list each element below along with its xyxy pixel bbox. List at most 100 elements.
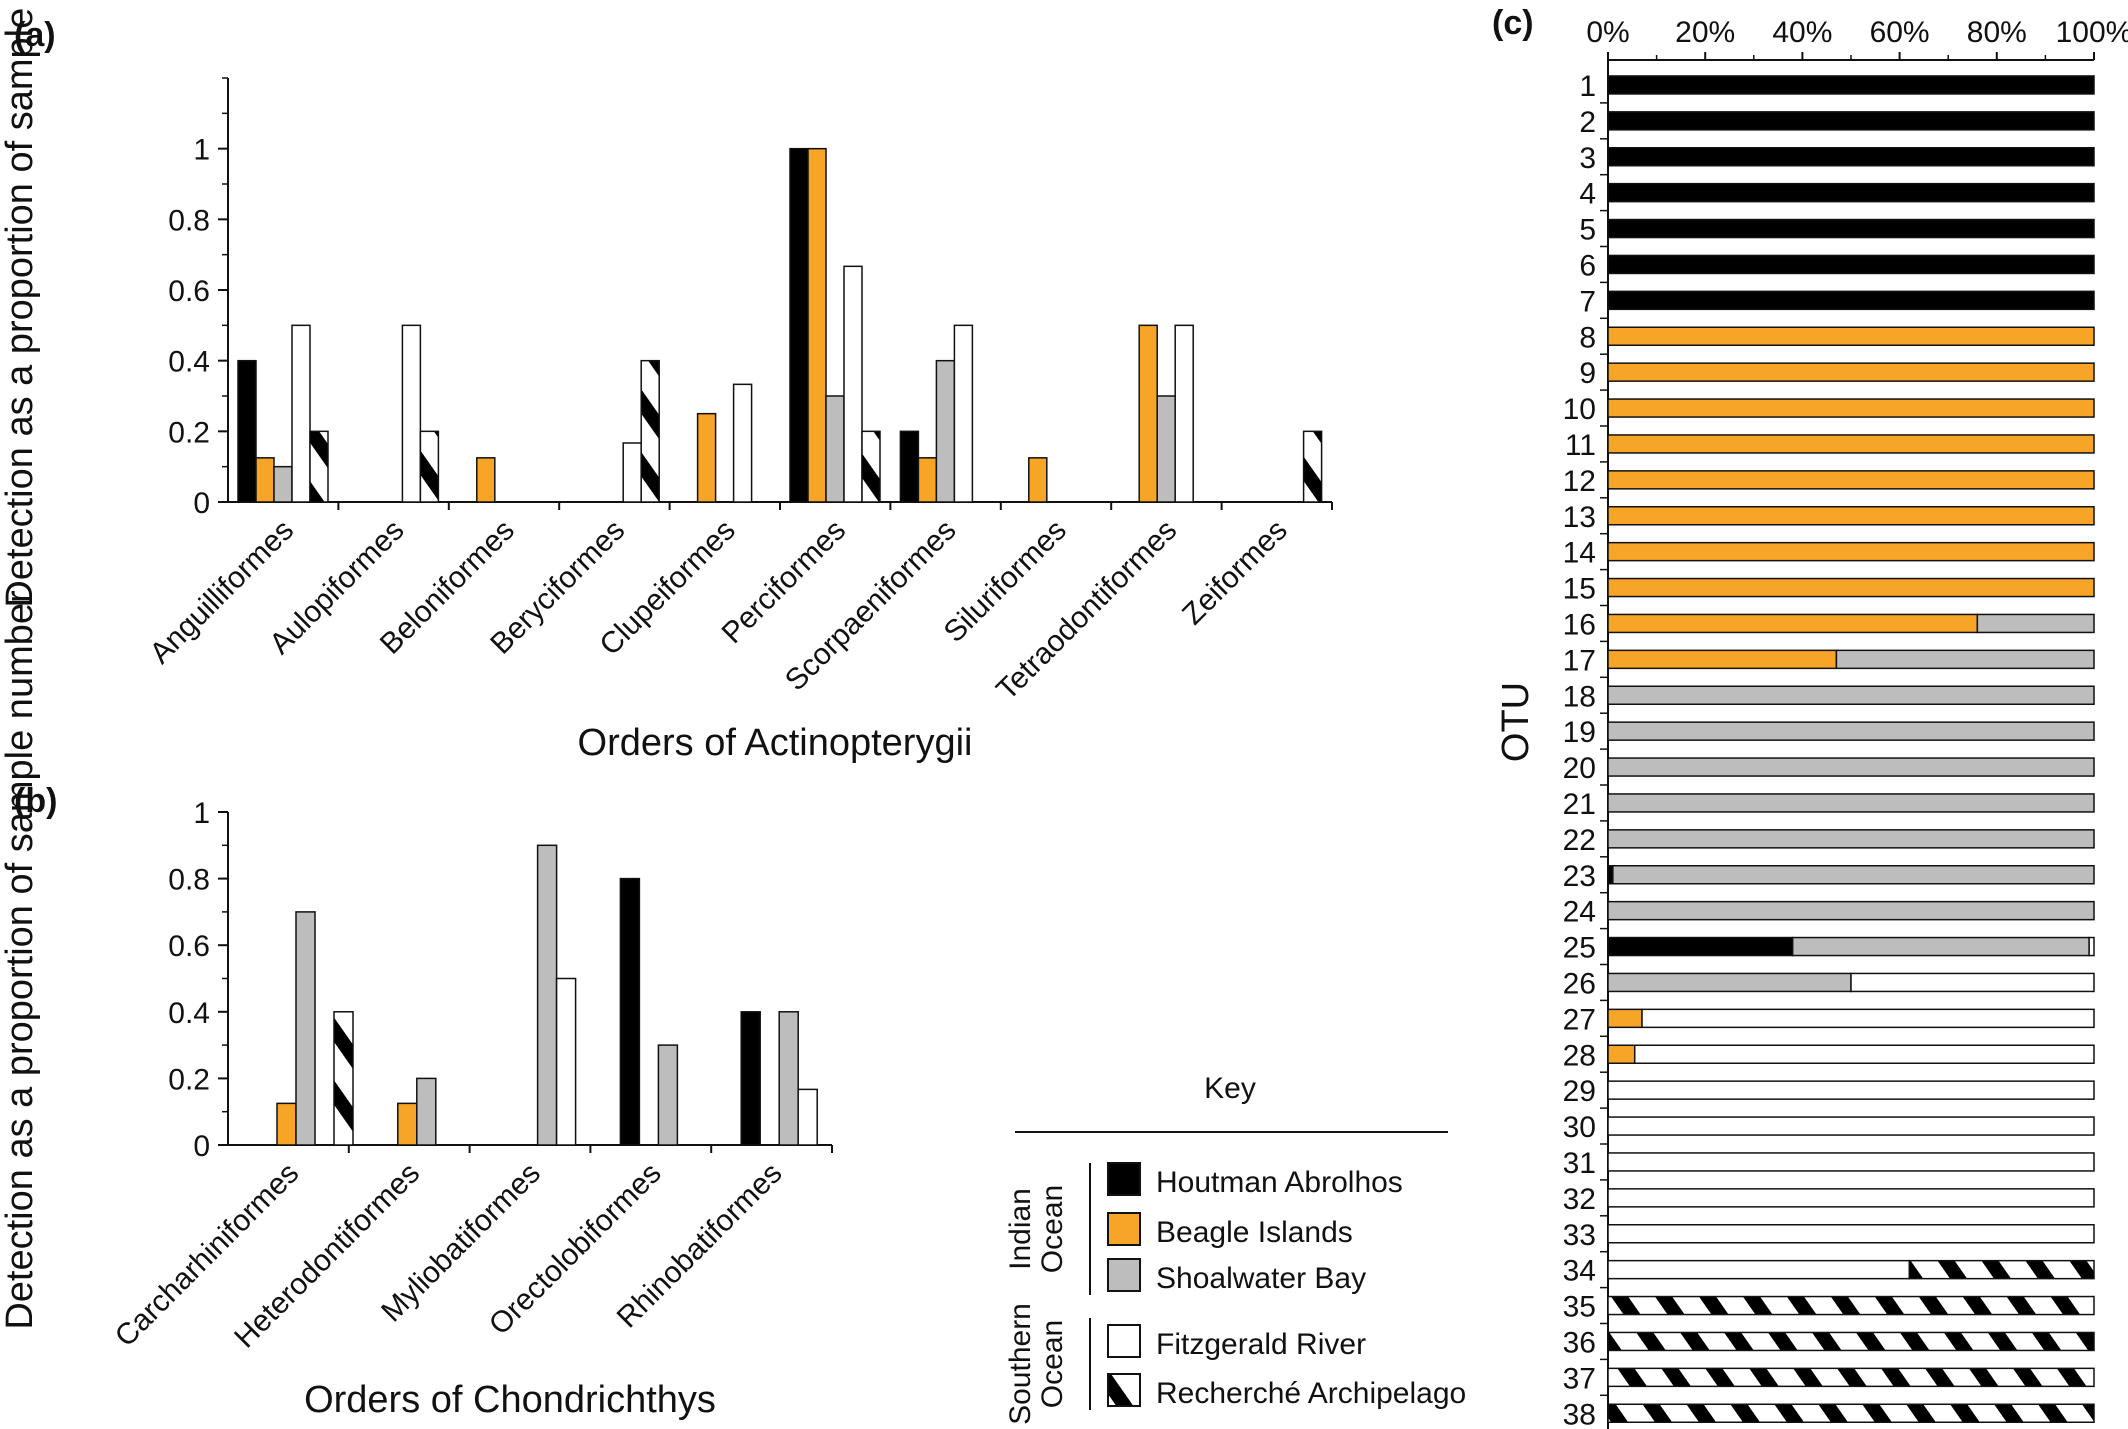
key-swatch-shoalwater-bay: [1107, 1258, 1141, 1292]
panel-a-x-title: Orders of Actinopterygii: [578, 722, 973, 764]
key-group-label: Southern: [1004, 1303, 1037, 1425]
bar-shoalwater-bay-heterodontiformes: [416, 1077, 437, 1146]
bar-otu-2-houtman-abrolhos: [1607, 111, 2095, 131]
bar-otu-30-fitzgerald-river: [1607, 1116, 2095, 1136]
otu-label-23: 23: [1563, 860, 1596, 893]
otu-label-37: 37: [1563, 1362, 1596, 1395]
otu-label-36: 36: [1563, 1326, 1596, 1359]
bar-beagle-islands-tetraodontiformes: [1138, 324, 1158, 503]
x-tick-label: 60%: [1870, 16, 1930, 49]
key-label-fitzgerald-river: Fitzgerald River: [1156, 1328, 1366, 1361]
bar-otu-8-beagle-islands: [1607, 326, 2095, 346]
panel-c-stacked-bar-chart: OTU 0% 20% 40% 60% 80% 100%123456789101112131…: [1495, 16, 2128, 1429]
bar-otu-28-fitzgerald-river: [1633, 1044, 2095, 1064]
otu-label-19: 19: [1563, 716, 1596, 749]
bar-beagle-islands-beloniformes: [476, 457, 496, 503]
bar-fitzgerald-river-perciformes: [843, 265, 863, 503]
x-tick-label: 0%: [1586, 16, 1629, 49]
bar-beagle-islands-scorpaeniformes: [917, 457, 938, 503]
key-label-houtman-abrolhos: Houtman Abrolhos: [1156, 1166, 1403, 1199]
panel-c-letter: (c): [1492, 4, 1534, 42]
bar-fitzgerald-river-rhinobatiformes: [797, 1088, 818, 1146]
x-tick-label: 40%: [1772, 16, 1832, 49]
bar-otu-27-beagle-islands: [1607, 1008, 1643, 1029]
bar-fitzgerald-river-aulopiformes: [401, 324, 422, 503]
bar-otu-34-recherche-archipelago: [1908, 1259, 2095, 1280]
y-tick-label: 0.4: [168, 997, 210, 1030]
y-tick-label: 1: [193, 797, 210, 830]
y-tick-label: 0.4: [168, 346, 210, 379]
key-swatch-houtman-abrolhos: [1107, 1162, 1141, 1196]
y-tick-label: 0.8: [168, 204, 210, 237]
bar-beagle-islands-heterodontiformes: [397, 1102, 418, 1146]
otu-label-15: 15: [1563, 573, 1596, 606]
svg-text:Detection as a proportion of s: Detection as a proportion of sample numb…: [0, 0, 41, 608]
bar-houtman-abrolhos-perciformes: [789, 147, 809, 503]
otu-label-31: 31: [1563, 1147, 1596, 1180]
otu-label-21: 21: [1563, 788, 1596, 821]
bar-otu-10-beagle-islands: [1607, 398, 2095, 418]
bar-beagle-islands-anguilliformes: [255, 457, 275, 503]
otu-label-14: 14: [1563, 537, 1596, 570]
bar-houtman-abrolhos-orectolobiformes: [619, 877, 641, 1146]
otu-label-25: 25: [1563, 932, 1596, 965]
panel-a-letter: (a): [14, 16, 56, 54]
bar-otu-35-recherche-archipelago: [1607, 1295, 2095, 1316]
bar-recherche-archipelago-carcharhiniformes: [333, 1011, 354, 1146]
y-tick-label: 0.8: [168, 864, 210, 897]
y-tick-label: 0: [193, 1130, 210, 1163]
otu-label-8: 8: [1579, 321, 1596, 354]
bar-otu-28-beagle-islands: [1607, 1044, 1636, 1064]
bar-otu-19-shoalwater-bay: [1607, 721, 2095, 741]
bar-recherche-archipelago-zeiformes: [1302, 430, 1323, 503]
otu-label-4: 4: [1579, 178, 1596, 211]
bar-recherche-archipelago-aulopiformes: [419, 430, 440, 503]
bar-beagle-islands-clupeiformes: [696, 412, 717, 503]
bar-fitzgerald-river-clupeiformes: [732, 383, 753, 503]
svg-text:OTU: OTU: [1495, 682, 1537, 762]
x-tick-label: 20%: [1675, 16, 1735, 49]
otu-label-22: 22: [1563, 824, 1596, 857]
bar-otu-15-beagle-islands: [1607, 577, 2095, 598]
otu-label-11: 11: [1565, 429, 1596, 462]
otu-label-38: 38: [1563, 1398, 1596, 1429]
key-swatch-beagle-islands: [1107, 1212, 1141, 1246]
bar-otu-25-houtman-abrolhos: [1607, 936, 1794, 957]
key-label-recherche-archipelago: Recherché Archipelago: [1156, 1377, 1466, 1410]
bar-otu-1-houtman-abrolhos: [1607, 75, 2095, 95]
bar-otu-17-shoalwater-bay: [1835, 649, 2095, 670]
bar-otu-3-houtman-abrolhos: [1607, 147, 2095, 167]
panel-b-bar-chart: Detection as a proportion of sample numb…: [0, 590, 833, 1421]
panel-a-bar-chart: Detection as a proportion of sample numb…: [0, 0, 1333, 764]
bar-recherche-archipelago-anguilliformes: [309, 430, 329, 503]
otu-label-5: 5: [1579, 214, 1596, 247]
bar-otu-22-shoalwater-bay: [1607, 829, 2095, 849]
bar-houtman-abrolhos-anguilliformes: [237, 359, 257, 503]
y-tick-label: 0.2: [168, 416, 210, 449]
bar-otu-26-shoalwater-bay: [1607, 972, 1852, 993]
otu-label-2: 2: [1579, 106, 1596, 139]
bar-otu-25-fitzgerald-river: [2088, 936, 2095, 957]
bar-shoalwater-bay-scorpaeniformes: [935, 359, 956, 503]
bar-otu-37-recherche-archipelago: [1607, 1367, 2095, 1388]
x-tick-label: 100%: [2056, 16, 2128, 49]
bar-otu-13-beagle-islands: [1607, 506, 2095, 526]
bar-otu-5-houtman-abrolhos: [1607, 218, 2095, 239]
bar-recherche-archipelago-beryciformes: [640, 359, 660, 503]
bar-recherche-archipelago-perciformes: [861, 430, 881, 503]
y-tick-label: 1: [193, 134, 210, 167]
category-label-tetraodontiformes: Tetraodontiformes: [990, 514, 1183, 707]
key-swatch-fitzgerald-river: [1107, 1324, 1141, 1358]
key-group-label: Indian: [1004, 1188, 1037, 1270]
bar-otu-34-fitzgerald-river: [1607, 1259, 1911, 1280]
otu-label-7: 7: [1579, 285, 1596, 318]
bar-otu-29-fitzgerald-river: [1607, 1080, 2095, 1100]
key-label-shoalwater-bay: Shoalwater Bay: [1156, 1262, 1366, 1295]
bar-otu-38-recherche-archipelago: [1607, 1403, 2095, 1423]
y-tick-label: 0.6: [168, 930, 210, 963]
bar-beagle-islands-siluriformes: [1028, 457, 1048, 503]
otu-label-20: 20: [1563, 752, 1596, 785]
bar-fitzgerald-river-anguilliformes: [291, 324, 311, 503]
